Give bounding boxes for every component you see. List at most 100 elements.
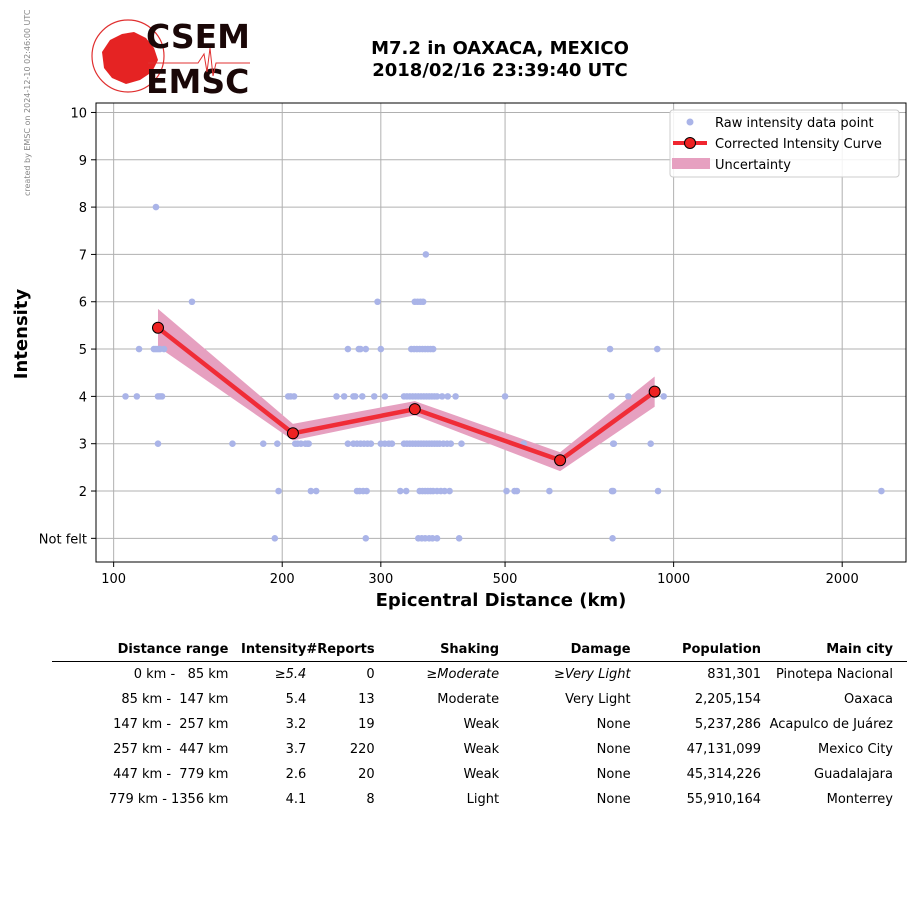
y-tick-label: 2 bbox=[79, 485, 87, 500]
raw-intensity-point bbox=[452, 393, 459, 400]
x-tick-label: 500 bbox=[493, 572, 518, 587]
table-cell: ≥5.4 bbox=[274, 667, 307, 682]
raw-intensity-point bbox=[625, 393, 632, 400]
raw-intensity-point bbox=[307, 487, 315, 495]
raw-intensity-point bbox=[160, 345, 168, 353]
raw-intensity-point bbox=[340, 393, 348, 400]
table-cell: Weak bbox=[463, 767, 500, 782]
uncertainty-band bbox=[157, 308, 655, 472]
table-cell: 2.6 bbox=[285, 767, 307, 782]
curve-marker bbox=[554, 454, 567, 467]
intensity-chart: 100 200 300 500 1000 2000 Not felt 2 3 4 5 6 7 8 9 10 E… bbox=[11, 102, 907, 611]
y-tick-label: 3 bbox=[79, 438, 87, 453]
raw-intensity-point bbox=[154, 440, 162, 448]
table-row: 257 km - 447 km 3.7 220 Weak None 47,131,099 M… bbox=[52, 737, 907, 762]
raw-intensity-point bbox=[351, 393, 359, 400]
x-axis-label: Epicentral Distance (km) bbox=[376, 590, 627, 611]
table-cell: 0 bbox=[366, 667, 375, 682]
table-cell: Acapulco de Juárez bbox=[769, 717, 893, 732]
table-header-row: Distance range Intensity #Reports Shaking Da… bbox=[52, 640, 907, 662]
raw-intensity-point bbox=[647, 440, 654, 448]
y-tick-label: 4 bbox=[79, 390, 87, 405]
raw-intensity-point bbox=[290, 393, 298, 400]
raw-intensity-point bbox=[609, 487, 617, 495]
uncertainty-area bbox=[157, 308, 655, 472]
plot-frame bbox=[95, 102, 907, 563]
table-header-cell: Damage bbox=[499, 640, 631, 662]
raw-intensity-point bbox=[312, 487, 320, 495]
table-cell: 0 km - 85 km bbox=[133, 667, 229, 682]
raw-intensity-point bbox=[419, 298, 427, 306]
seismogram-icon bbox=[148, 47, 250, 77]
table-cell: 4.1 bbox=[285, 792, 307, 807]
legend-label-raw: Raw intensity data point bbox=[715, 116, 874, 131]
raw-intensity-point bbox=[370, 393, 378, 400]
raw-intensity-point bbox=[546, 487, 553, 495]
table-header-cell: Main city bbox=[761, 640, 907, 662]
table-header-cell: Population bbox=[630, 640, 762, 662]
raw-intensity-point bbox=[377, 345, 385, 353]
raw-intensity-point bbox=[344, 440, 352, 448]
legend-label-curve: Corrected Intensity Curve bbox=[715, 137, 882, 152]
table-cell: 13 bbox=[358, 692, 375, 707]
y-tick-label: 10 bbox=[70, 106, 87, 121]
intensity-table: Distance range Intensity #Reports Shaking Da… bbox=[52, 640, 907, 812]
raw-intensity-point bbox=[357, 345, 364, 353]
table-cell: 147 km - 257 km bbox=[113, 717, 229, 732]
table-cell: Weak bbox=[463, 717, 500, 732]
curve-marker bbox=[408, 403, 421, 416]
table-row: 0 km - 85 km ≥5.4 0 ≥Moderate ≥Very Light 831… bbox=[52, 662, 907, 688]
raw-intensity-point bbox=[441, 487, 448, 495]
raw-intensity-point bbox=[275, 487, 282, 495]
y-tick-label: Not felt bbox=[39, 532, 87, 547]
y-tick-label: 8 bbox=[79, 201, 87, 216]
raw-intensity-point bbox=[229, 440, 236, 448]
table-cell: Oaxaca bbox=[844, 692, 893, 707]
table-cell: None bbox=[596, 717, 631, 732]
raw-intensity-point bbox=[503, 487, 510, 495]
europe-map-icon bbox=[102, 32, 158, 84]
title-line2: 2018/02/16 23:39:40 UTC bbox=[372, 60, 628, 81]
raw-intensity-point bbox=[433, 535, 441, 542]
raw-intensity-point bbox=[654, 487, 662, 495]
corrected-curve bbox=[151, 321, 661, 467]
raw-intensity-point bbox=[501, 393, 509, 400]
table-cell: 2,205,154 bbox=[694, 692, 762, 707]
raw-intensity-point bbox=[381, 393, 389, 400]
raw-intensity-point bbox=[274, 440, 281, 448]
table-cell: 779 km - 1356 km bbox=[108, 792, 229, 807]
table-cell: None bbox=[596, 792, 631, 807]
raw-intensity-point bbox=[305, 440, 312, 448]
table-cell: 5.4 bbox=[285, 692, 307, 707]
raw-intensity-point bbox=[374, 298, 381, 306]
table-cell: 45,314,226 bbox=[686, 767, 762, 782]
raw-intensity-point bbox=[429, 535, 436, 542]
table-cell: 19 bbox=[358, 717, 375, 732]
table-cell: 3.2 bbox=[285, 717, 307, 732]
table-cell: None bbox=[596, 742, 631, 757]
raw-intensity-point bbox=[333, 393, 340, 400]
raw-intensity-point bbox=[396, 487, 404, 495]
table-header-cell: #Reports bbox=[306, 640, 375, 662]
chart-title: M7.2 in OAXACA, MEXICO 2018/02/16 23:39:… bbox=[300, 38, 700, 82]
legend-label-uncertainty: Uncertainty bbox=[715, 158, 791, 173]
raw-intensity-point bbox=[271, 535, 279, 542]
raw-intensity-point bbox=[455, 535, 463, 542]
x-tick-label: 100 bbox=[101, 572, 126, 587]
raw-intensity-point bbox=[447, 440, 455, 448]
y-tick-label: 9 bbox=[79, 154, 87, 169]
raw-intensity-point bbox=[363, 487, 370, 495]
csem-emsc-logo: CSEM EMSC bbox=[88, 17, 258, 102]
raw-intensity-point bbox=[446, 487, 453, 495]
table-cell: 831,301 bbox=[707, 667, 762, 682]
raw-intensity-point bbox=[367, 440, 375, 448]
table-cell: 447 km - 779 km bbox=[113, 767, 229, 782]
logo-line2: EMSC bbox=[146, 62, 249, 98]
table-row: 447 km - 779 km 2.6 20 Weak None 45,314,226 Gu… bbox=[52, 762, 907, 787]
raw-points bbox=[122, 203, 885, 542]
raw-intensity-point bbox=[344, 345, 352, 353]
y-axis-label: Intensity bbox=[11, 289, 32, 380]
raw-intensity-point bbox=[188, 298, 196, 306]
raw-intensity-point bbox=[606, 345, 614, 353]
table-cell: Weak bbox=[463, 742, 500, 757]
